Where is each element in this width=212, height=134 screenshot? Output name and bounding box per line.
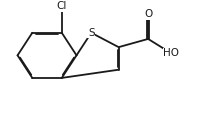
- Text: O: O: [144, 9, 152, 19]
- Text: HO: HO: [163, 48, 179, 58]
- Text: Cl: Cl: [57, 1, 67, 11]
- Text: S: S: [88, 28, 95, 38]
